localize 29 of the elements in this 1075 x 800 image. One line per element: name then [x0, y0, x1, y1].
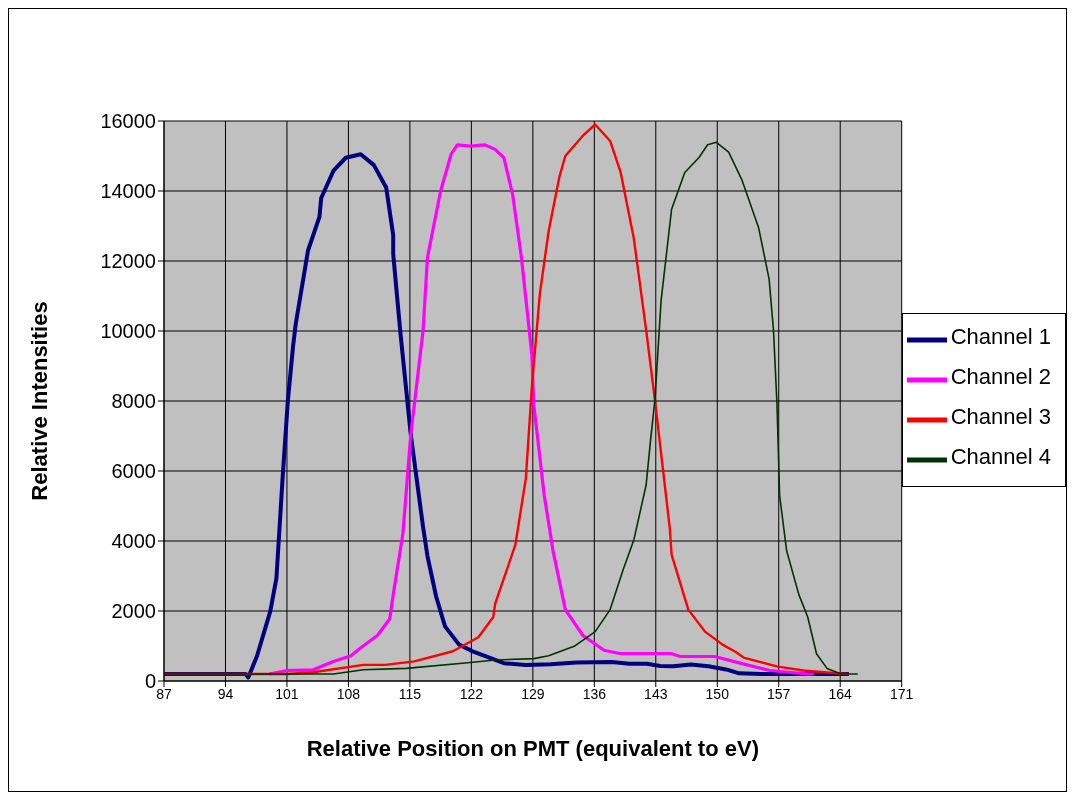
legend-label: Channel 3 — [950, 404, 1051, 430]
x-tick-label: 108 — [336, 685, 361, 702]
y-tick-label: 2000 — [111, 600, 156, 623]
y-tick-label: 0 — [144, 670, 156, 693]
x-tick-label: 129 — [521, 685, 545, 702]
legend-label: Channel 1 — [950, 324, 1051, 350]
y-tick-label: 12000 — [100, 250, 156, 273]
legend-label: Channel 4 — [950, 444, 1051, 470]
x-tick-label: 101 — [275, 685, 299, 702]
x-tick-label: 164 — [828, 685, 853, 702]
x-axis-title: Relative Position on PMT (equivalent to eV) — [306, 736, 759, 761]
x-tick-label: 157 — [767, 685, 791, 702]
x-tick-label: 87 — [156, 685, 172, 702]
y-tick-label: 14000 — [100, 180, 156, 203]
y-tick-label: 10000 — [100, 320, 156, 343]
line-series — [267, 143, 816, 676]
y-tick-label: 8000 — [111, 390, 156, 413]
x-tick-label: 115 — [398, 685, 422, 702]
x-tick-label: 122 — [459, 685, 484, 702]
y-axis-title: Relative Intensities — [26, 301, 52, 501]
y-tick-label: 4000 — [111, 530, 156, 553]
x-tick-label: 171 — [890, 685, 914, 702]
x-tick-label: 94 — [217, 685, 234, 702]
x-tick-label: 136 — [582, 685, 607, 702]
x-tick-label: 150 — [705, 685, 730, 702]
x-tick-label: 143 — [644, 685, 668, 702]
y-tick-label: 16000 — [100, 110, 156, 133]
legend-label: Channel 2 — [950, 364, 1051, 390]
y-tick-label: 6000 — [111, 460, 156, 483]
